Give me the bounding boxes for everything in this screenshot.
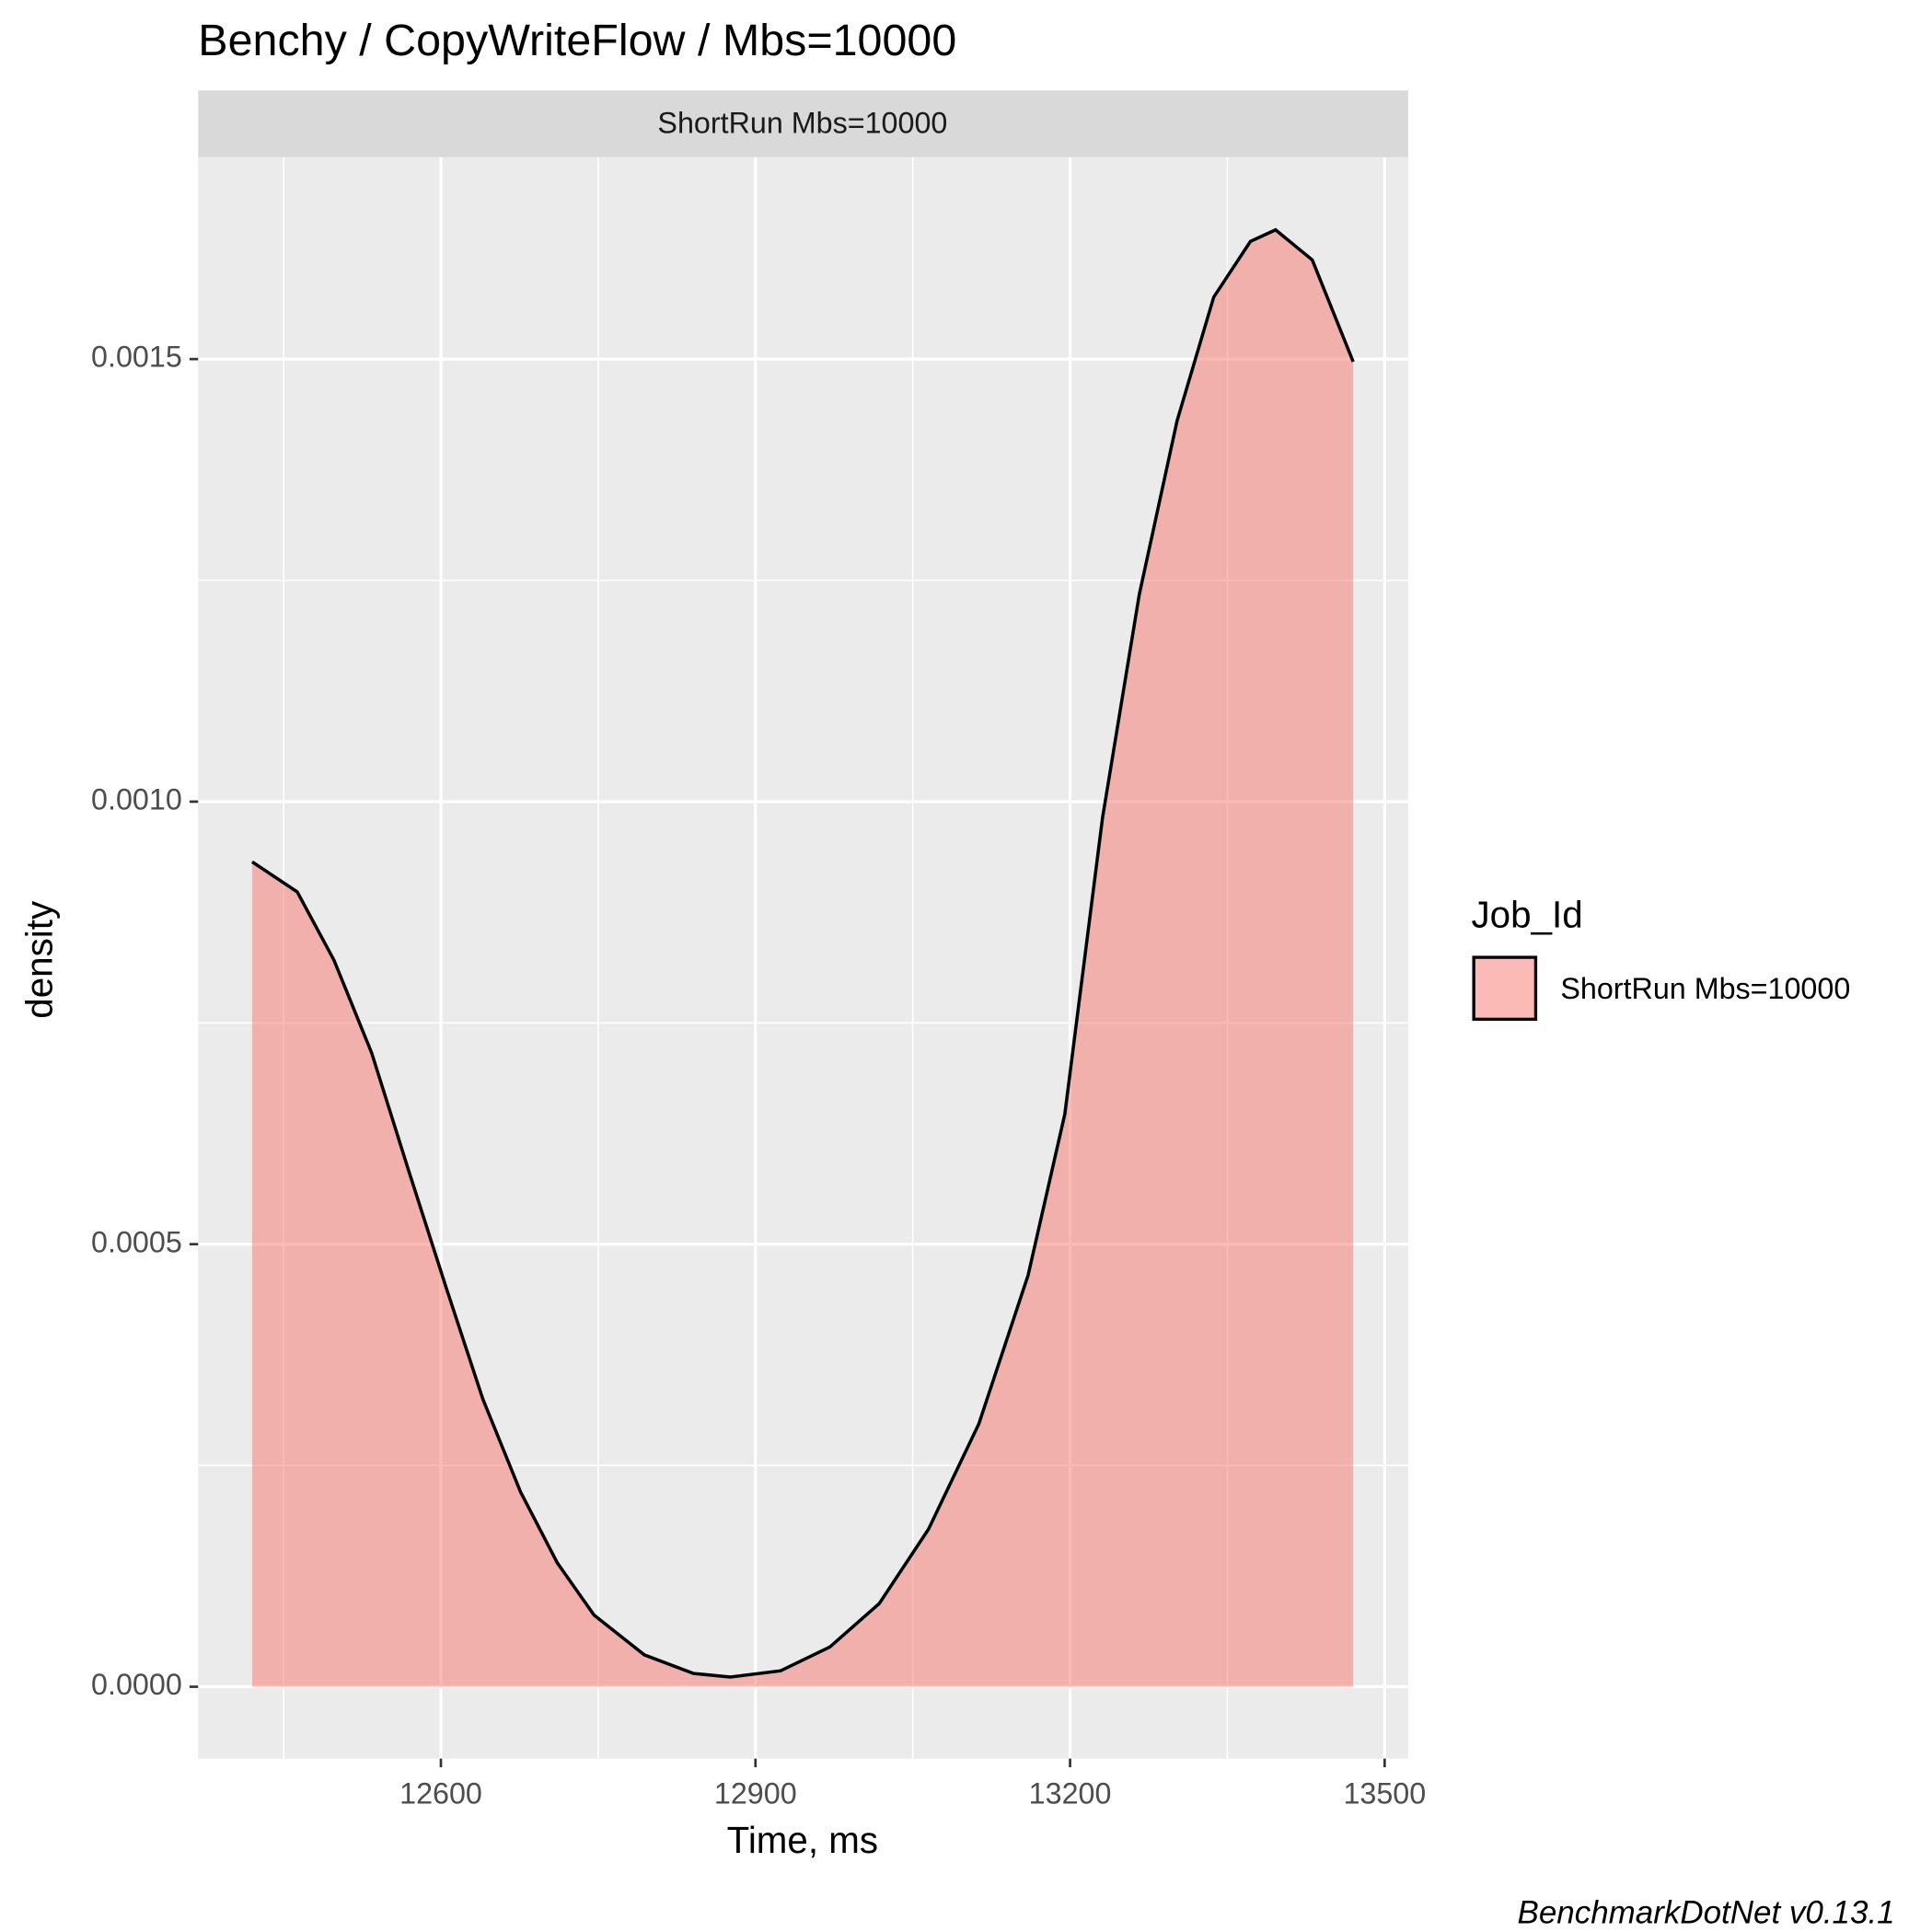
x-axis-title: Time, ms: [727, 1819, 878, 1861]
legend-key: [1472, 955, 1538, 1022]
x-tick-label: 12900: [714, 1777, 797, 1811]
axes: 12600 12900 13200 13500 0.0000 0.0005 0.0010 0.…: [91, 341, 1426, 1811]
y-tick-label: 0.0010: [91, 782, 182, 816]
y-tick-label: 0.0000: [91, 1668, 182, 1701]
x-tick-label: 12600: [399, 1777, 482, 1811]
x-tick-label: 13200: [1029, 1777, 1112, 1811]
y-axis-title: density: [17, 900, 60, 1019]
facet-label: ShortRun Mbs=10000: [657, 106, 947, 139]
density-line: [250, 227, 1355, 1679]
legend-title: Job_Id: [1471, 894, 1582, 936]
facet-strip: [198, 90, 1408, 157]
density-area: [251, 229, 1354, 1687]
legend-label: ShortRun Mbs=10000: [1560, 972, 1850, 1005]
caption: BenchmarkDotNet v0.13.1: [1518, 1894, 1895, 1930]
y-tick-label: 0.0015: [91, 341, 182, 374]
y-tick-label: 0.0005: [91, 1225, 182, 1258]
marks: [250, 227, 1355, 1687]
chart-title: Benchy / CopyWriteFlow / Mbs=10000: [198, 16, 956, 65]
x-tick-label: 13500: [1343, 1777, 1426, 1811]
